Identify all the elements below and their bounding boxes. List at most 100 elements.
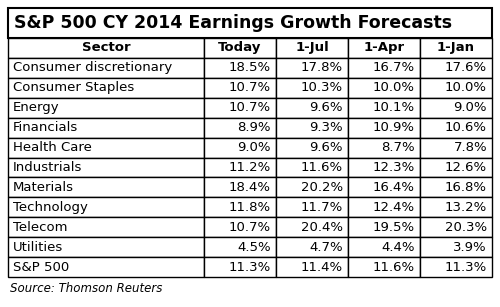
Bar <box>420 118 492 138</box>
Text: 19.5%: 19.5% <box>373 221 415 234</box>
Text: 9.6%: 9.6% <box>310 101 343 114</box>
Text: 11.6%: 11.6% <box>301 161 343 174</box>
Text: 10.0%: 10.0% <box>445 81 487 94</box>
Bar <box>8 38 204 58</box>
Text: 11.7%: 11.7% <box>300 201 343 214</box>
Bar <box>276 138 348 157</box>
Bar <box>348 157 420 177</box>
Text: 10.6%: 10.6% <box>445 121 487 134</box>
Bar <box>348 257 420 277</box>
Text: 10.1%: 10.1% <box>373 101 415 114</box>
Text: 11.8%: 11.8% <box>229 201 271 214</box>
Bar <box>204 177 276 197</box>
Bar <box>204 58 276 78</box>
Bar <box>204 257 276 277</box>
Text: 9.6%: 9.6% <box>310 141 343 154</box>
Bar <box>348 217 420 237</box>
Text: 4.7%: 4.7% <box>310 241 343 254</box>
Text: 3.9%: 3.9% <box>454 241 487 254</box>
Bar <box>420 78 492 98</box>
Bar <box>276 58 348 78</box>
Bar <box>348 177 420 197</box>
Text: S&P 500 CY 2014 Earnings Growth Forecasts: S&P 500 CY 2014 Earnings Growth Forecast… <box>14 14 452 32</box>
Text: 11.6%: 11.6% <box>373 261 415 274</box>
Bar <box>348 58 420 78</box>
Text: S&P 500: S&P 500 <box>13 261 69 274</box>
Bar <box>348 98 420 118</box>
Bar <box>420 217 492 237</box>
Bar <box>8 8 492 38</box>
Bar <box>8 197 204 217</box>
Text: Technology: Technology <box>13 201 88 214</box>
Text: 11.3%: 11.3% <box>228 261 271 274</box>
Text: 17.8%: 17.8% <box>301 61 343 74</box>
Text: Telecom: Telecom <box>13 221 68 234</box>
Text: 10.7%: 10.7% <box>229 221 271 234</box>
Text: Utilities: Utilities <box>13 241 63 254</box>
Text: 16.4%: 16.4% <box>373 181 415 194</box>
Text: 12.6%: 12.6% <box>445 161 487 174</box>
Text: 20.4%: 20.4% <box>301 221 343 234</box>
Bar <box>276 177 348 197</box>
Bar <box>204 157 276 177</box>
Bar <box>8 98 204 118</box>
Text: 16.8%: 16.8% <box>445 181 487 194</box>
Text: 1-Jan: 1-Jan <box>437 41 475 54</box>
Bar <box>276 98 348 118</box>
Text: 1-Apr: 1-Apr <box>364 41 405 54</box>
Bar <box>276 118 348 138</box>
Text: 10.7%: 10.7% <box>229 81 271 94</box>
Bar <box>204 217 276 237</box>
Bar <box>8 78 204 98</box>
Bar <box>348 138 420 157</box>
Text: 20.3%: 20.3% <box>445 221 487 234</box>
Bar <box>204 197 276 217</box>
Text: Industrials: Industrials <box>13 161 82 174</box>
Bar <box>348 197 420 217</box>
Bar <box>8 237 204 257</box>
Text: 9.3%: 9.3% <box>310 121 343 134</box>
Text: 17.6%: 17.6% <box>445 61 487 74</box>
Bar <box>420 157 492 177</box>
Text: 10.7%: 10.7% <box>229 101 271 114</box>
Text: 12.4%: 12.4% <box>373 201 415 214</box>
Text: 4.5%: 4.5% <box>238 241 271 254</box>
Bar <box>8 138 204 157</box>
Bar <box>420 38 492 58</box>
Text: 8.7%: 8.7% <box>382 141 415 154</box>
Bar <box>420 237 492 257</box>
Bar <box>420 98 492 118</box>
Text: 9.0%: 9.0% <box>454 101 487 114</box>
Text: 20.2%: 20.2% <box>301 181 343 194</box>
Text: Sector: Sector <box>82 41 130 54</box>
Text: 16.7%: 16.7% <box>373 61 415 74</box>
Bar <box>276 257 348 277</box>
Text: 13.2%: 13.2% <box>445 201 487 214</box>
Bar <box>8 58 204 78</box>
Bar <box>420 58 492 78</box>
Bar <box>276 38 348 58</box>
Bar <box>420 257 492 277</box>
Bar <box>8 177 204 197</box>
Text: 11.3%: 11.3% <box>445 261 487 274</box>
Text: 8.9%: 8.9% <box>238 121 271 134</box>
Bar <box>204 118 276 138</box>
Bar <box>276 237 348 257</box>
Text: Materials: Materials <box>13 181 74 194</box>
Bar <box>8 118 204 138</box>
Text: 1-Jul: 1-Jul <box>295 41 329 54</box>
Text: 10.9%: 10.9% <box>373 121 415 134</box>
Text: 12.3%: 12.3% <box>372 161 415 174</box>
Bar <box>204 78 276 98</box>
Bar <box>204 98 276 118</box>
Text: Health Care: Health Care <box>13 141 92 154</box>
Text: 11.2%: 11.2% <box>228 161 271 174</box>
Bar <box>8 157 204 177</box>
Bar <box>276 217 348 237</box>
Text: 18.4%: 18.4% <box>229 181 271 194</box>
Text: 10.0%: 10.0% <box>373 81 415 94</box>
Bar <box>276 157 348 177</box>
Bar <box>8 257 204 277</box>
Bar <box>204 38 276 58</box>
Text: Consumer discretionary: Consumer discretionary <box>13 61 172 74</box>
